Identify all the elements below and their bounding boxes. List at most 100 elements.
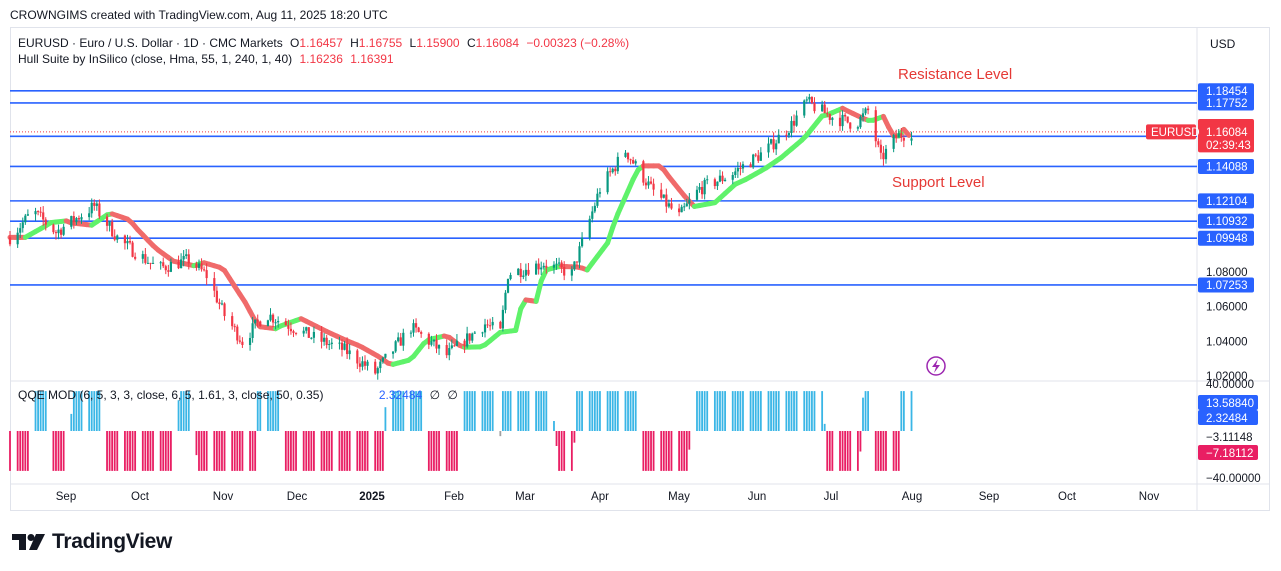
candle-body: [652, 183, 655, 190]
candle-body: [70, 216, 73, 227]
candle: [662, 194, 665, 199]
candle: [312, 326, 316, 344]
qqe-bar: [42, 391, 45, 431]
qqe-bar: [703, 391, 706, 431]
candle-body: [573, 261, 576, 270]
qqe-bar: [307, 431, 310, 471]
candle-body: [177, 261, 180, 269]
candle-body: [831, 117, 834, 121]
candle-body: [575, 261, 579, 263]
qqe-bar: [338, 431, 341, 471]
candle-body: [678, 208, 681, 213]
candle: [644, 178, 648, 190]
candle-body: [769, 139, 773, 144]
qqe-bar: [524, 391, 527, 431]
candle: [123, 234, 127, 250]
candle-body: [545, 265, 548, 268]
qqe-bar: [366, 431, 369, 471]
candle-body: [105, 216, 109, 226]
candle-body: [162, 262, 165, 267]
level-tag-label: 1.18454: [1206, 86, 1248, 98]
level-tag: [1198, 83, 1254, 99]
qqe-bar: [238, 431, 241, 471]
symbol-tag: [1146, 124, 1196, 140]
candle: [116, 234, 119, 243]
candle: [578, 241, 581, 269]
candle: [624, 150, 627, 158]
qqe-bar: [841, 431, 844, 471]
candle-body: [703, 179, 706, 195]
qqe-bar: [106, 431, 108, 471]
qqe-bar: [578, 391, 581, 431]
qqe-bar: [134, 431, 137, 471]
candle: [849, 122, 852, 133]
candle-body: [287, 325, 290, 329]
qqe-bar: [427, 431, 430, 471]
candle-body: [437, 345, 441, 349]
qqe-bar: [652, 431, 655, 471]
qqe-bar: [473, 391, 476, 431]
candle-body: [144, 254, 147, 263]
candle-body: [596, 193, 599, 206]
candle: [205, 263, 208, 285]
candle: [162, 257, 165, 269]
hull-value-1: 1.16236: [299, 52, 343, 66]
qqe-bar: [902, 391, 905, 431]
qqe-bar: [290, 431, 292, 471]
candle-body: [312, 331, 316, 338]
qqe-bar: [320, 431, 323, 471]
candle: [363, 355, 367, 370]
qqe-bar: [412, 391, 415, 431]
qqe-bar: [877, 431, 880, 471]
qqe-bar: [742, 391, 744, 431]
qqe-bar: [254, 431, 257, 471]
qqe-bar: [795, 391, 798, 431]
candle: [417, 326, 420, 333]
candle: [611, 167, 614, 174]
qqe-bar: [844, 431, 847, 471]
candle-body: [580, 237, 584, 247]
qqe-bar: [397, 391, 400, 431]
candle-body: [634, 161, 637, 164]
qqe-bar: [328, 431, 331, 471]
candle: [397, 332, 400, 343]
candle: [98, 199, 101, 219]
level-tag-label: 1.07253: [1206, 280, 1248, 292]
price-tick-label: 1.02000: [1206, 371, 1248, 383]
candle-body: [123, 235, 127, 244]
candle-body: [289, 328, 293, 332]
level-tag-label: 1.10932: [1206, 216, 1248, 228]
candle-body: [62, 226, 65, 235]
candle: [88, 207, 91, 221]
time-axis-label: Jul: [824, 491, 839, 503]
currency-label[interactable]: USD: [1210, 37, 1236, 51]
candle: [823, 100, 826, 114]
qqe-bar: [879, 431, 882, 471]
qqe-bar: [159, 431, 162, 471]
qqe-tag: [1198, 395, 1258, 410]
time-axis-label: Nov: [1139, 491, 1160, 503]
qqe-bar: [453, 431, 456, 471]
candle: [376, 366, 379, 380]
candle: [70, 215, 73, 230]
candle: [167, 264, 170, 277]
candle-body: [26, 214, 29, 216]
qqe-label: QQE MOD (6, 5, 3, 3, close, 6, 5, 1.61, …: [18, 388, 324, 402]
candle-body: [134, 256, 137, 259]
candle-body: [910, 138, 913, 141]
candle: [678, 203, 681, 217]
candle-body: [701, 186, 704, 195]
countdown-label: 02:39:43: [1206, 140, 1251, 152]
candle: [716, 181, 719, 190]
qqe-bar: [688, 431, 691, 450]
candle-body: [323, 337, 326, 342]
qqe-bar: [272, 391, 274, 431]
candle: [665, 188, 668, 213]
qqe-bar: [205, 431, 208, 471]
candle: [877, 138, 880, 148]
candle-body: [471, 333, 474, 341]
time-axis-label: Oct: [1058, 491, 1077, 503]
hull-segment: [513, 306, 524, 333]
candle-body: [849, 122, 852, 129]
